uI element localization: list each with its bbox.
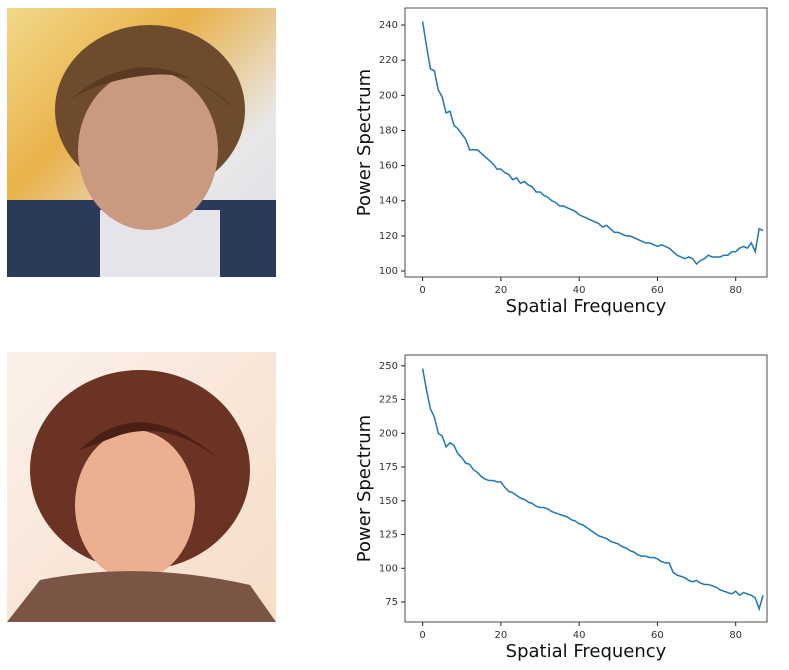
y-tick-label: 150 [379, 496, 398, 507]
y-axis-label: Power Spectrum [354, 69, 375, 216]
face-image-1 [7, 8, 276, 277]
y-tick-label: 100 [379, 563, 398, 574]
y-tick-label: 160 [379, 161, 398, 172]
y-tick-label: 75 [385, 597, 398, 608]
x-tick-label: 0 [419, 630, 425, 641]
x-tick-label: 80 [729, 285, 742, 296]
plot-frame [404, 7, 768, 278]
y-tick-label: 240 [379, 20, 398, 31]
x-axis-label: Spatial Frequency [506, 296, 667, 317]
y-tick-label: 200 [379, 428, 398, 439]
x-tick-label: 20 [495, 285, 508, 296]
x-tick-label: 80 [729, 630, 742, 641]
x-tick-label: 60 [651, 285, 664, 296]
y-axis-label: Power Spectrum [354, 415, 375, 562]
y-tick-label: 250 [379, 361, 398, 372]
x-tick-label: 40 [573, 630, 586, 641]
y-tick-label: 200 [379, 90, 398, 101]
y-tick-label: 180 [379, 125, 398, 136]
y-tick-label: 175 [379, 462, 398, 473]
x-tick-label: 40 [573, 285, 586, 296]
x-axis-label: Spatial Frequency [506, 641, 667, 662]
y-tick-label: 120 [379, 231, 398, 242]
plot-frame [404, 354, 768, 623]
y-tick-label: 225 [379, 395, 398, 406]
y-tick-label: 220 [379, 55, 398, 66]
y-tick-label: 125 [379, 530, 398, 541]
x-tick-label: 60 [651, 630, 664, 641]
x-tick-label: 0 [419, 285, 425, 296]
line-series [421, 21, 764, 266]
y-tick-label: 100 [379, 266, 398, 277]
y-tick-label: 140 [379, 196, 398, 207]
x-tick-label: 20 [495, 630, 508, 641]
line-series [421, 368, 764, 612]
face-image-2 [7, 352, 276, 622]
